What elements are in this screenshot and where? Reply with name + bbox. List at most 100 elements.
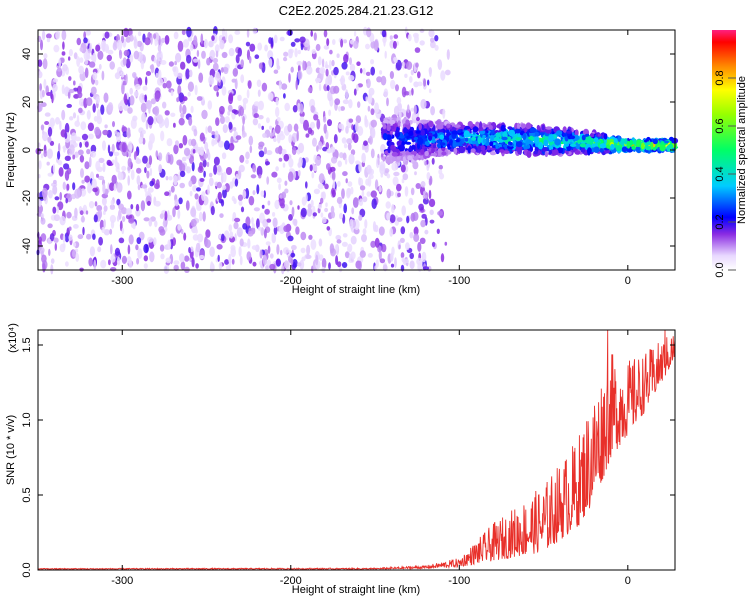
spectrogram-x-label: Height of straight line (km) bbox=[292, 284, 420, 296]
noise-cell bbox=[41, 254, 47, 264]
noise-cell bbox=[414, 171, 417, 176]
noise-cell bbox=[154, 200, 161, 207]
noise-cell bbox=[330, 166, 336, 173]
signal-cell bbox=[398, 144, 406, 152]
noise-cell bbox=[85, 210, 89, 215]
noise-cell bbox=[154, 220, 158, 228]
noise-cell bbox=[386, 97, 389, 107]
noise-cell bbox=[127, 157, 132, 168]
signal-cell bbox=[490, 131, 494, 136]
noise-cell bbox=[235, 135, 242, 141]
signal-cell bbox=[526, 144, 531, 149]
signal-cell bbox=[641, 142, 645, 150]
noise-cell bbox=[333, 66, 339, 76]
noise-cell bbox=[196, 187, 201, 192]
signal-cell bbox=[515, 137, 522, 141]
noise-cell bbox=[187, 91, 191, 97]
noise-cell bbox=[170, 233, 174, 240]
noise-cell bbox=[229, 231, 234, 239]
signal-cell bbox=[479, 145, 486, 151]
noise-cell bbox=[55, 31, 60, 40]
noise-cell bbox=[429, 209, 434, 216]
noise-cell bbox=[341, 262, 348, 268]
noise-cell bbox=[378, 226, 385, 236]
noise-cell bbox=[310, 199, 314, 208]
noise-cell bbox=[53, 44, 60, 53]
noise-cell bbox=[187, 81, 194, 92]
noise-cell bbox=[366, 78, 371, 89]
noise-cell bbox=[370, 148, 375, 159]
noise-cell bbox=[136, 157, 139, 162]
noise-cell bbox=[258, 174, 262, 179]
noise-cell bbox=[295, 226, 300, 235]
noise-cell bbox=[209, 49, 216, 60]
noise-cell bbox=[343, 143, 348, 149]
noise-cell bbox=[276, 58, 280, 69]
noise-cell bbox=[329, 59, 332, 70]
noise-cell bbox=[258, 115, 264, 120]
noise-cell bbox=[41, 89, 45, 98]
noise-cell bbox=[402, 61, 405, 70]
noise-cell bbox=[320, 197, 324, 204]
noise-cell bbox=[275, 258, 280, 266]
noise-cell bbox=[282, 162, 286, 168]
noise-cell bbox=[287, 123, 293, 133]
noise-cell bbox=[200, 33, 204, 45]
noise-cell bbox=[406, 215, 410, 224]
noise-cell bbox=[431, 157, 435, 165]
noise-cell bbox=[292, 218, 298, 226]
noise-cell bbox=[94, 126, 101, 136]
noise-cell bbox=[272, 217, 278, 228]
noise-cell bbox=[95, 96, 101, 104]
signal-cell bbox=[385, 157, 392, 164]
noise-cell bbox=[154, 92, 160, 102]
noise-cell bbox=[140, 184, 148, 189]
noise-cell bbox=[154, 38, 158, 47]
noise-cell bbox=[430, 40, 436, 49]
noise-cell bbox=[287, 171, 294, 182]
noise-cell bbox=[174, 199, 179, 207]
noise-cell bbox=[164, 210, 168, 221]
noise-cell bbox=[175, 52, 182, 63]
noise-cell bbox=[249, 145, 253, 154]
noise-cell bbox=[324, 183, 329, 190]
noise-cell bbox=[405, 242, 410, 251]
noise-cell bbox=[391, 162, 398, 171]
noise-cell bbox=[242, 190, 247, 199]
noise-cell bbox=[198, 211, 203, 222]
noise-cell bbox=[391, 246, 395, 256]
noise-cell bbox=[129, 34, 134, 42]
noise-cell bbox=[309, 121, 316, 129]
noise-cell bbox=[170, 112, 176, 118]
noise-cell bbox=[342, 233, 348, 238]
noise-cell bbox=[283, 51, 289, 57]
noise-cell bbox=[181, 29, 186, 36]
noise-cell bbox=[112, 121, 115, 128]
noise-cell bbox=[48, 189, 53, 199]
noise-cell bbox=[429, 219, 435, 224]
noise-cell bbox=[206, 161, 210, 168]
noise-cell bbox=[159, 244, 165, 252]
noise-cell bbox=[44, 112, 51, 117]
noise-cell bbox=[359, 185, 366, 191]
signal-cell bbox=[439, 134, 445, 140]
noise-cell bbox=[188, 116, 193, 126]
noise-cell bbox=[313, 114, 319, 121]
noise-cell bbox=[222, 171, 227, 183]
noise-cell bbox=[143, 263, 148, 269]
signal-cell bbox=[565, 150, 569, 155]
noise-cell bbox=[38, 236, 42, 244]
noise-cell bbox=[111, 143, 115, 154]
signal-cell bbox=[526, 150, 532, 158]
noise-cell bbox=[430, 106, 435, 116]
signal-cell bbox=[436, 124, 444, 130]
noise-cell bbox=[315, 43, 321, 52]
signal-cell bbox=[529, 135, 534, 139]
noise-cell bbox=[308, 234, 313, 240]
noise-cell bbox=[318, 254, 324, 261]
noise-cell bbox=[275, 106, 280, 118]
noise-cell bbox=[72, 242, 77, 247]
noise-cell bbox=[323, 45, 330, 50]
noise-cell bbox=[179, 253, 185, 263]
noise-cell bbox=[408, 89, 412, 97]
